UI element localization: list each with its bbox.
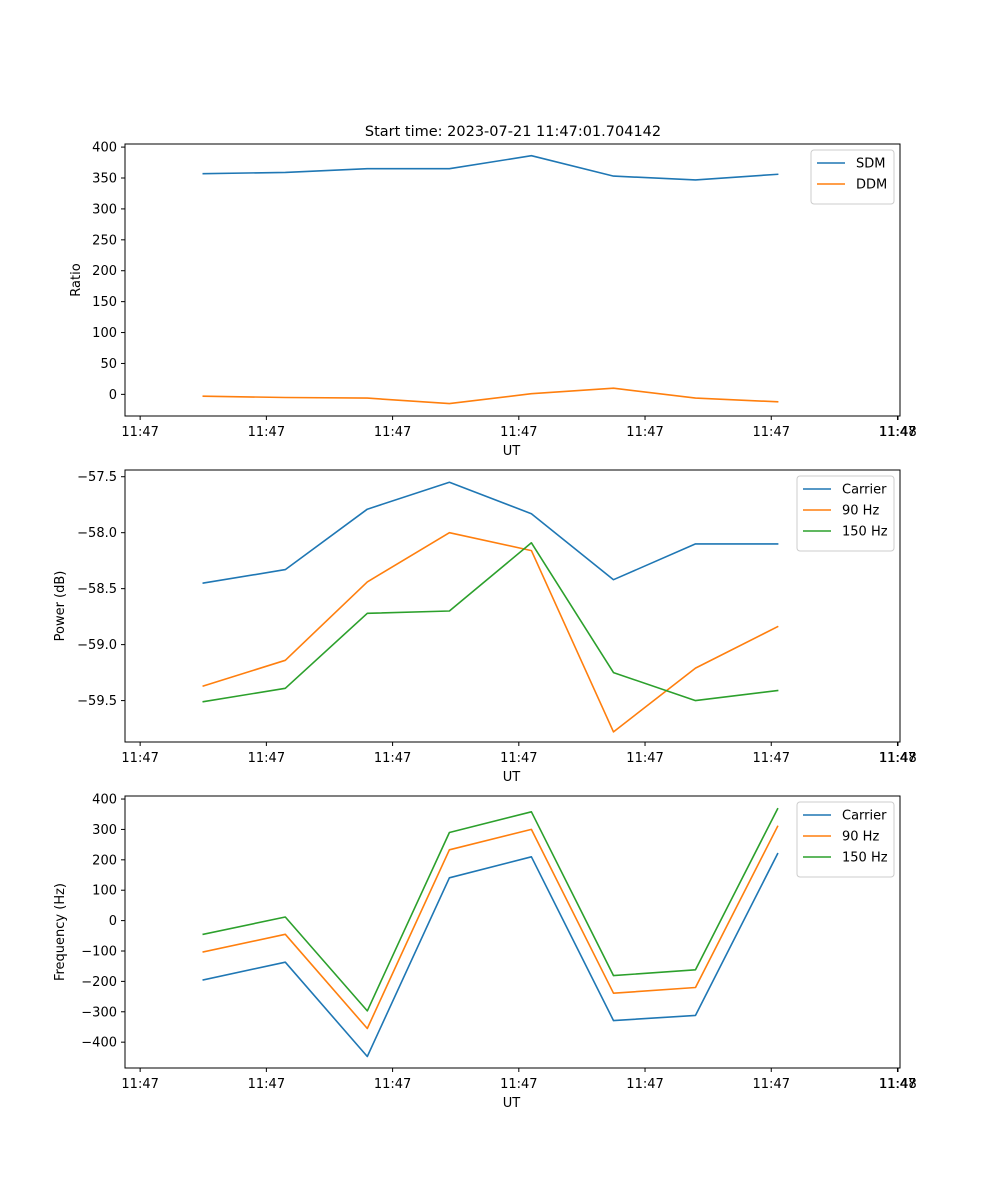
y-axis-label: Frequency (Hz) bbox=[53, 883, 68, 981]
y-tick-label: −59.0 bbox=[77, 638, 117, 653]
legend-label: Carrier bbox=[842, 483, 887, 498]
x-tick-label: 11:47 bbox=[626, 751, 663, 766]
y-tick-label: 400 bbox=[92, 793, 117, 808]
x-tick-label: 11:47 bbox=[500, 751, 537, 766]
chart-panel-2: 11:47 11:47 11:47 11:47 11:47 11:47 11:47 −59.5… bbox=[53, 469, 917, 785]
x-tick-label: 11:47 bbox=[753, 425, 790, 440]
y-tick-label: −100 bbox=[81, 944, 117, 959]
y-tick-label: 100 bbox=[92, 326, 117, 341]
x-tick-label: 11:47 bbox=[753, 751, 790, 766]
x-tick-label: 11:47 bbox=[121, 1077, 158, 1092]
chart-panel-3: 11:47 11:47 11:47 11:47 11:47 11:47 11:47 −400 −… bbox=[53, 793, 917, 1111]
x-tick-label: 11:47 bbox=[248, 425, 285, 440]
y-tick-label: 200 bbox=[92, 264, 117, 279]
legend-frame bbox=[796, 475, 895, 552]
x-tick-label: 11:48 bbox=[879, 1077, 916, 1092]
axes-frame bbox=[124, 469, 901, 743]
series-line-sdm bbox=[202, 154, 779, 181]
x-tick-label: 11:47 bbox=[374, 1077, 411, 1092]
y-tick-label: 250 bbox=[92, 233, 117, 248]
axes-frame bbox=[124, 795, 901, 1069]
x-axis-label: UT bbox=[503, 1096, 521, 1111]
y-tick-label: 300 bbox=[92, 823, 117, 838]
legend-label: SDM bbox=[856, 157, 885, 172]
x-tick-label: 11:47 bbox=[626, 1077, 663, 1092]
x-tick-label: 11:47 bbox=[879, 425, 916, 440]
y-tick-label: 150 bbox=[92, 295, 117, 310]
series-line-150-hz bbox=[202, 807, 779, 1012]
chart-panel-1: 11:47 11:47 11:47 11:47 11:47 11:47 11:47 0 50 10… bbox=[69, 141, 917, 459]
x-axis-label: UT bbox=[503, 444, 521, 459]
legend: Carrier 90 Hz 150 Hz bbox=[796, 475, 895, 552]
legend-label: Carrier bbox=[842, 809, 887, 824]
legend-frame bbox=[796, 801, 895, 878]
y-tick-label: 350 bbox=[92, 172, 117, 187]
series-line-90-hz bbox=[202, 825, 779, 1030]
legend-label: 90 Hz bbox=[842, 504, 879, 519]
legend-label: 90 Hz bbox=[842, 830, 879, 845]
axes-frame bbox=[124, 143, 901, 417]
y-tick-label: −300 bbox=[81, 1005, 117, 1020]
x-tick-label: 11:47 bbox=[500, 1077, 537, 1092]
x-tick-label: 11:47 bbox=[121, 425, 158, 440]
x-tick-label: 11:48 bbox=[879, 425, 916, 440]
y-axis-label: Power (dB) bbox=[53, 571, 68, 642]
y-tick-label: −58.5 bbox=[77, 582, 117, 597]
figure-title: Start time: 2023-07-21 11:47:01.704142 bbox=[365, 124, 661, 140]
y-tick-label: 400 bbox=[92, 141, 117, 156]
series-line-ddm bbox=[202, 387, 779, 405]
y-axis-label: Ratio bbox=[69, 263, 84, 296]
series-line-carrier bbox=[202, 481, 779, 585]
series-line-150-hz bbox=[202, 541, 779, 703]
y-tick-label: −200 bbox=[81, 975, 117, 990]
y-tick-label: −58.0 bbox=[77, 526, 117, 541]
x-tick-label: 11:47 bbox=[248, 1077, 285, 1092]
x-tick-label: 11:48 bbox=[879, 751, 916, 766]
x-tick-label: 11:47 bbox=[626, 425, 663, 440]
y-tick-label: 300 bbox=[92, 202, 117, 217]
y-tick-label: 100 bbox=[92, 884, 117, 899]
legend: SDM DDM bbox=[810, 149, 895, 205]
y-tick-label: −400 bbox=[81, 1036, 117, 1051]
legend-label: 150 Hz bbox=[842, 851, 888, 866]
x-tick-label: 11:47 bbox=[248, 751, 285, 766]
y-tick-label: −59.5 bbox=[77, 694, 117, 709]
x-tick-label: 11:47 bbox=[374, 425, 411, 440]
x-tick-label: 11:47 bbox=[879, 1077, 916, 1092]
x-tick-label: 11:47 bbox=[374, 751, 411, 766]
y-tick-label: 50 bbox=[100, 357, 117, 372]
x-tick-label: 11:47 bbox=[879, 751, 916, 766]
x-tick-label: 11:47 bbox=[121, 751, 158, 766]
legend-label: DDM bbox=[856, 178, 887, 193]
y-tick-label: 0 bbox=[109, 388, 117, 403]
x-axis-label: UT bbox=[503, 770, 521, 785]
x-tick-label: 11:47 bbox=[753, 1077, 790, 1092]
y-tick-label: −57.5 bbox=[77, 470, 117, 485]
x-tick-label: 11:47 bbox=[500, 425, 537, 440]
y-tick-label: 200 bbox=[92, 853, 117, 868]
legend: Carrier 90 Hz 150 Hz bbox=[796, 801, 895, 878]
y-tick-label: 0 bbox=[109, 914, 117, 929]
legend-label: 150 Hz bbox=[842, 525, 888, 540]
series-line-90-hz bbox=[202, 531, 779, 733]
series-line-carrier bbox=[202, 852, 779, 1058]
